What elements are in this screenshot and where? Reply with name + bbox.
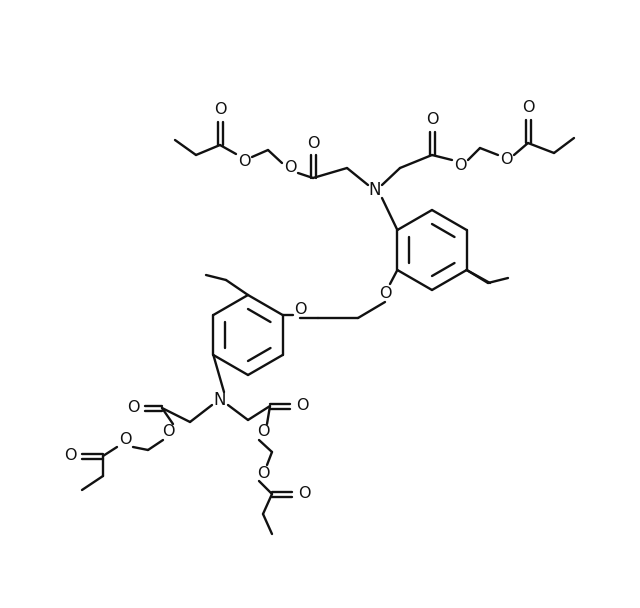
Text: N: N [214,391,227,409]
Text: O: O [500,153,512,167]
Text: O: O [257,424,269,440]
Text: O: O [284,161,296,176]
Text: O: O [127,401,140,415]
Text: O: O [307,136,319,151]
Text: O: O [522,100,534,116]
Text: O: O [162,424,174,440]
Text: O: O [237,154,250,170]
Text: O: O [64,449,76,463]
Text: O: O [379,286,391,302]
Text: O: O [426,112,438,128]
Text: O: O [454,157,467,173]
Text: O: O [214,103,227,117]
Text: O: O [294,303,307,317]
Text: N: N [369,181,381,199]
Text: O: O [298,486,310,502]
Text: O: O [119,432,131,447]
Text: O: O [257,466,269,480]
Text: O: O [296,398,308,413]
